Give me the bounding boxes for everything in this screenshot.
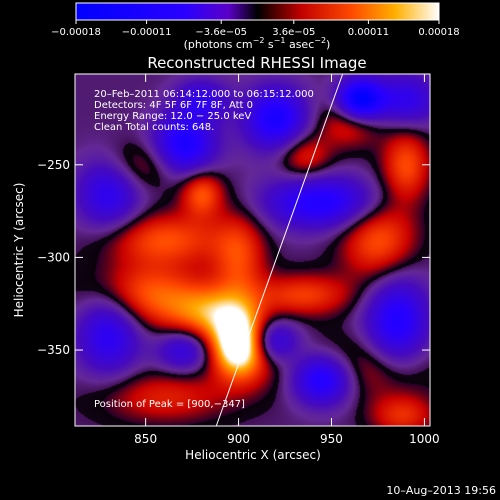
colorbar-tick-label: −3.6e−05	[195, 27, 247, 38]
x-tick-label: 900	[227, 432, 250, 446]
colorbar-tick-label: 0.00018	[418, 27, 459, 38]
x-axis-label: Heliocentric X (arcsec)	[185, 448, 321, 462]
colorbar-tick-label: 0.00011	[348, 27, 389, 38]
footer-date: 10–Aug–2013 19:56	[386, 484, 496, 497]
heatmap-image	[75, 74, 430, 426]
colorbar	[75, 2, 440, 21]
annotation-detectors: Detectors: 4F 5F 6F 7F 8F, Att 0	[94, 100, 253, 111]
y-tick-label: −250	[37, 158, 70, 172]
axis-ticks: 850 900 950 1000 −250 −300 −350	[37, 74, 440, 446]
y-axis-label: Heliocentric Y (arcsec)	[12, 183, 26, 318]
colorbar-units: (photons cm−2 s−1 asec−2)	[184, 36, 331, 51]
plot-frame	[74, 73, 431, 427]
annotation-time: 20–Feb–2011 06:14:12.000 to 06:15:12.000	[94, 89, 314, 100]
y-tick-label: −350	[37, 343, 70, 357]
x-tick-label: 1000	[409, 432, 440, 446]
y-tick-label: −300	[37, 250, 70, 264]
limb-line	[215, 73, 344, 427]
annotation-clean: Clean Total counts: 648.	[94, 122, 214, 133]
x-tick-label: 950	[320, 432, 343, 446]
colorbar-tick-label: 3.6e−05	[272, 27, 315, 38]
colorbar-tick-label: −0.00011	[122, 27, 172, 38]
colorbar-ticks: −0.00018 −0.00011 −3.6e−05 3.6e−05 0.00011 0.…	[51, 20, 460, 38]
colorbar-tick-label: −0.00018	[51, 27, 101, 38]
annotation-energy: Energy Range: 12.0 − 25.0 keV	[94, 111, 251, 122]
chart-title: Reconstructed RHESSI Image	[147, 54, 366, 72]
x-tick-label: 850	[134, 432, 157, 446]
annotation-peak: Position of Peak = [900,−347]	[94, 399, 245, 410]
